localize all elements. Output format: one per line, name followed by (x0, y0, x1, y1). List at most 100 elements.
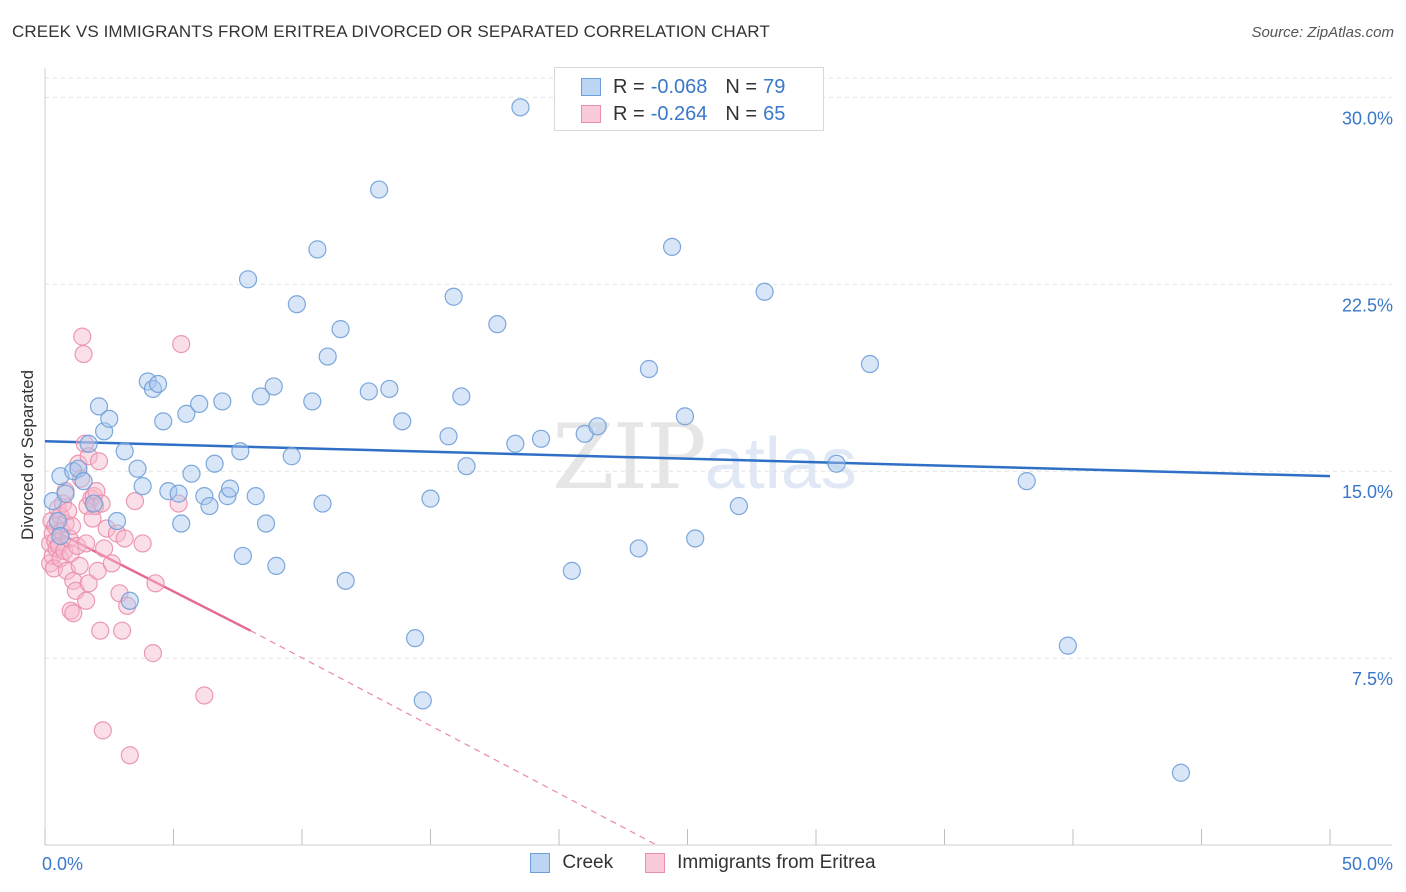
eritrea-point (62, 516, 82, 536)
creek-trend-line (44, 440, 1331, 478)
legend-row-eritrea: R = -0.264 N = 65 (581, 101, 785, 127)
creek-point (457, 457, 476, 476)
creek-point (267, 556, 286, 575)
creek-point (421, 489, 440, 508)
creek-point (303, 392, 322, 411)
creek-point (238, 270, 258, 289)
creek-point (246, 487, 265, 506)
series-legend: Creek Immigrants from Eritrea (0, 852, 1406, 874)
axis-labels: 7.5% 15.0% 22.5% 30.0% 0.0% 50.0% Divorced or … (18, 108, 1393, 874)
creek-point (287, 295, 306, 314)
eritrea-point (169, 494, 188, 513)
creek-point (218, 487, 237, 506)
creek-point (1171, 763, 1191, 782)
legend-n-value: 65 (763, 102, 786, 125)
eritrea-point (64, 604, 83, 623)
axes (44, 68, 1392, 846)
creek-point (200, 496, 219, 516)
creek-point (51, 526, 70, 546)
creek-point (120, 591, 139, 610)
watermark: ZIPatlas (552, 405, 857, 510)
eritrea-trend-line (44, 524, 252, 632)
eritrea-point (120, 746, 139, 765)
creek-point (84, 494, 103, 513)
creek-point (439, 427, 458, 446)
eritrea-point (146, 574, 165, 593)
eritrea-point (92, 494, 111, 513)
creek-point (562, 561, 581, 580)
creek-point (282, 447, 301, 466)
creek-point (827, 454, 846, 473)
trend-lines (44, 440, 1331, 846)
creek-point (172, 514, 191, 533)
creek-point (452, 387, 471, 406)
creek-point (318, 347, 337, 366)
eritrea-point (125, 491, 145, 511)
watermark-atlas: atlas (704, 424, 857, 504)
eritrea-point (73, 327, 92, 346)
creek-point (251, 387, 270, 406)
creek-point (233, 546, 252, 566)
correlation-legend: R = -0.068 N = 79 R = -0.264 N = 65 (554, 67, 824, 131)
y-tick-label: 22.5% (1342, 295, 1393, 315)
creek-point (1058, 636, 1077, 655)
creek-point (488, 315, 507, 334)
eritrea-point (93, 721, 112, 740)
eritrea-point (95, 539, 114, 558)
eritrea-point (77, 591, 96, 610)
creek-point (359, 382, 378, 401)
creek-point (405, 629, 425, 648)
legend-label-eritrea: Immigrants from Eritrea (677, 852, 876, 873)
creek-point (48, 511, 67, 531)
creek-point (686, 529, 705, 548)
creek-point (588, 417, 607, 436)
eritrea-point (61, 601, 80, 620)
legend-swatch-creek (581, 78, 601, 96)
creek-point (336, 571, 355, 590)
grid (45, 77, 1392, 659)
creek-point (639, 359, 659, 379)
y-tick-label: 7.5% (1352, 669, 1393, 689)
creek-point (100, 409, 119, 428)
legend-r-label: R = (613, 75, 645, 98)
creek-point (264, 377, 283, 396)
legend-row-creek: R = -0.068 N = 79 (581, 74, 785, 100)
legend-r-value: -0.264 (650, 102, 708, 125)
eritrea-point (70, 556, 89, 575)
eritrea-point (89, 452, 109, 471)
creek-point (133, 477, 152, 496)
creek-point (190, 394, 209, 414)
legend-item-creek[interactable]: Creek (530, 852, 613, 874)
legend-label-creek: Creek (562, 852, 614, 873)
creek-point (154, 412, 173, 431)
creek-point (79, 434, 98, 453)
creek-point (89, 397, 109, 416)
creek-point (182, 464, 201, 483)
y-tick-label: 15.0% (1342, 482, 1393, 502)
eritrea-point (118, 596, 137, 615)
creek-point (107, 511, 127, 531)
eritrea-point (97, 519, 116, 538)
eritrea-point (91, 621, 110, 640)
eritrea-point (133, 534, 152, 553)
source-label: Source: ZipAtlas.com (1251, 24, 1394, 41)
creek-point (506, 434, 525, 453)
creek-point (370, 180, 389, 199)
eritrea-point (74, 344, 93, 364)
eritrea-point (172, 334, 191, 354)
series-eritrea-points (41, 327, 214, 765)
eritrea-point (115, 529, 134, 548)
creek-point (177, 404, 196, 423)
creek-point (629, 539, 648, 558)
eritrea-point (102, 554, 121, 573)
creek-point (308, 240, 327, 259)
creek-point (675, 407, 695, 426)
series-creek-points (43, 98, 1191, 782)
eritrea-trend-extension (250, 630, 657, 846)
eritrea-point (112, 621, 132, 640)
creek-point (511, 98, 530, 117)
creek-point (662, 237, 682, 257)
legend-item-eritrea[interactable]: Immigrants from Eritrea (645, 852, 876, 874)
creek-point (115, 442, 134, 461)
